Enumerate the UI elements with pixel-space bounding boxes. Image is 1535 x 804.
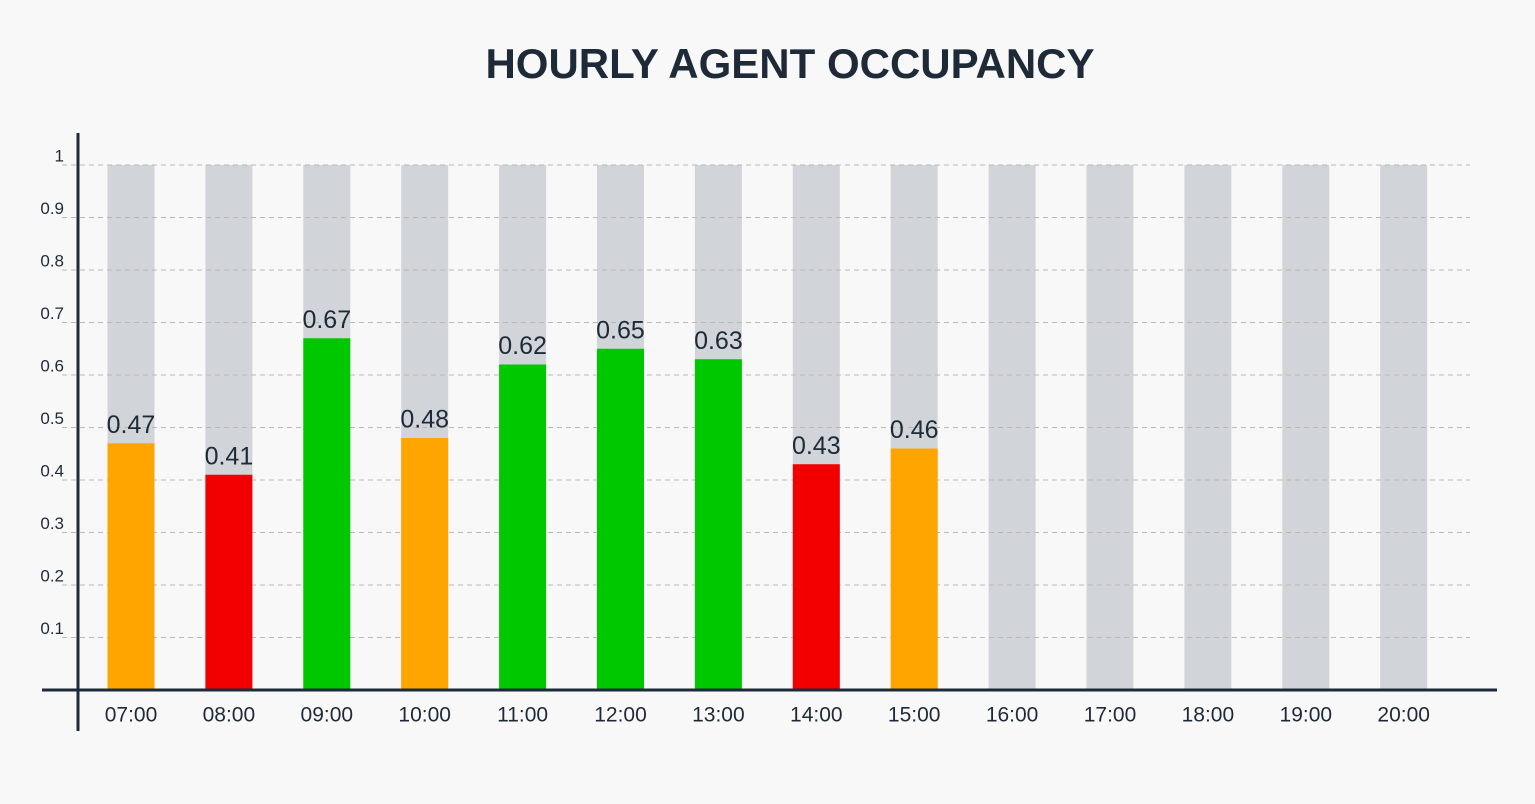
x-tick-label: 11:00 — [497, 704, 548, 727]
y-tick-label: 0.3 — [40, 514, 64, 533]
x-tick-label: 09:00 — [301, 704, 354, 727]
data-label: 0.43 — [792, 432, 841, 460]
data-label: 0.62 — [498, 332, 547, 360]
data-label: 0.63 — [694, 327, 743, 355]
y-tick-label: 1 — [55, 146, 64, 165]
bar — [597, 348, 644, 690]
x-tick-label: 19:00 — [1280, 704, 1333, 727]
y-tick-label: 0.5 — [40, 409, 64, 428]
bar — [890, 448, 938, 690]
y-tick-label: 0.6 — [40, 356, 64, 375]
data-label: 0.46 — [890, 416, 939, 444]
bar — [205, 474, 253, 690]
x-tick-label: 12:00 — [594, 704, 647, 727]
bar — [107, 443, 155, 690]
x-tick-label: 15:00 — [888, 704, 941, 727]
y-tick-label: 0.1 — [40, 619, 64, 638]
data-label: 0.48 — [400, 406, 449, 434]
y-tick-label: 0.9 — [40, 199, 64, 218]
bar — [694, 359, 742, 690]
x-tick-label: 07:00 — [105, 704, 158, 727]
data-label: 0.65 — [596, 316, 645, 344]
y-tick-label: 0.4 — [40, 461, 64, 480]
x-tick-label: 20:00 — [1377, 704, 1430, 727]
chart-title: HOURLY AGENT OCCUPANCY — [485, 40, 1094, 87]
bar — [401, 438, 449, 690]
x-tick-label: 10:00 — [398, 704, 451, 727]
bar — [792, 464, 840, 690]
data-label: 0.41 — [205, 442, 254, 470]
x-tick-label: 13:00 — [692, 704, 745, 727]
x-tick-label: 14:00 — [790, 704, 843, 727]
x-tick-label: 17:00 — [1084, 704, 1137, 727]
x-tick-label: 18:00 — [1182, 704, 1235, 727]
x-tick-label: 08:00 — [203, 704, 256, 727]
y-tick-label: 0.2 — [40, 566, 64, 585]
data-label: 0.47 — [107, 411, 156, 439]
bar — [303, 338, 351, 690]
y-tick-label: 0.8 — [40, 251, 64, 270]
bar — [499, 364, 547, 690]
y-tick-label: 0.7 — [40, 304, 64, 323]
data-label: 0.67 — [302, 306, 351, 334]
x-tick-label: 16:00 — [986, 704, 1039, 727]
